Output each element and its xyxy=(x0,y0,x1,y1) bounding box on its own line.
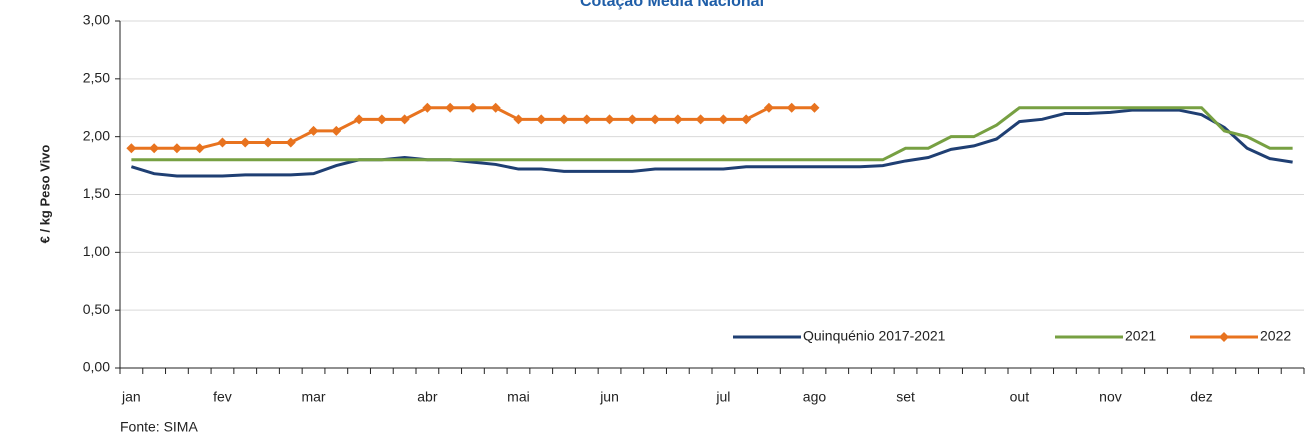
point-marker xyxy=(786,102,797,113)
y-tick-label: 3,00 xyxy=(83,12,110,28)
point-marker xyxy=(171,143,182,154)
point-marker xyxy=(331,125,342,136)
point-marker xyxy=(741,114,752,125)
point-marker xyxy=(354,114,365,125)
x-tick-label: jan xyxy=(121,389,141,405)
legend-label: Quinquénio 2017-2021 xyxy=(803,328,946,344)
x-tick-label: set xyxy=(896,389,915,405)
point-marker xyxy=(376,114,387,125)
point-marker xyxy=(695,114,706,125)
x-tick-label: nov xyxy=(1099,389,1122,405)
point-marker xyxy=(445,102,456,113)
point-marker xyxy=(718,114,729,125)
legend-marker xyxy=(1219,332,1229,342)
y-tick-label: 1,50 xyxy=(83,185,110,201)
point-marker xyxy=(490,102,501,113)
x-tick-label: dez xyxy=(1190,389,1213,405)
point-marker xyxy=(285,137,296,148)
series-line xyxy=(131,106,815,150)
x-tick-label: jul xyxy=(715,389,730,405)
point-marker xyxy=(672,114,683,125)
x-tick-label: out xyxy=(1010,389,1030,405)
point-marker xyxy=(513,114,524,125)
point-marker xyxy=(399,114,410,125)
series-line xyxy=(131,106,1293,162)
point-marker xyxy=(263,137,273,148)
point-marker xyxy=(763,102,774,113)
point-marker xyxy=(604,114,615,125)
source: Fonte: SIMA xyxy=(120,419,198,435)
y-axis-title: € / kg Peso Vivo xyxy=(37,145,52,244)
point-marker xyxy=(627,114,638,125)
point-marker xyxy=(149,143,160,154)
x-tick-label: abr xyxy=(417,389,438,405)
legend-label: 2021 xyxy=(1125,328,1156,344)
point-marker xyxy=(194,143,205,154)
point-marker xyxy=(650,114,661,125)
point-marker xyxy=(559,114,569,125)
x-tick-label: mai xyxy=(507,389,530,405)
series-line xyxy=(130,108,1293,178)
y-tick-label: 1,00 xyxy=(83,243,110,259)
x-tick-label: jun xyxy=(599,389,619,405)
x-tick-label: fev xyxy=(213,389,232,405)
point-marker xyxy=(308,125,319,136)
legend-label: 2022 xyxy=(1260,328,1291,344)
point-marker xyxy=(536,114,547,125)
y-tick-label: 0,50 xyxy=(83,301,110,317)
point-marker xyxy=(217,137,228,148)
chart-title: Cotação Média Nacional xyxy=(580,0,764,10)
y-tick-label: 2,50 xyxy=(83,70,110,86)
point-marker xyxy=(126,143,137,154)
point-marker xyxy=(467,102,478,113)
x-tick-label: mar xyxy=(301,389,325,405)
point-marker xyxy=(809,102,820,113)
point-marker xyxy=(240,137,251,148)
point-marker xyxy=(581,114,592,125)
y-tick-label: 0,00 xyxy=(83,359,110,375)
point-marker xyxy=(422,102,433,113)
y-tick-label: 2,00 xyxy=(83,127,110,143)
x-tick-label: ago xyxy=(803,389,827,405)
